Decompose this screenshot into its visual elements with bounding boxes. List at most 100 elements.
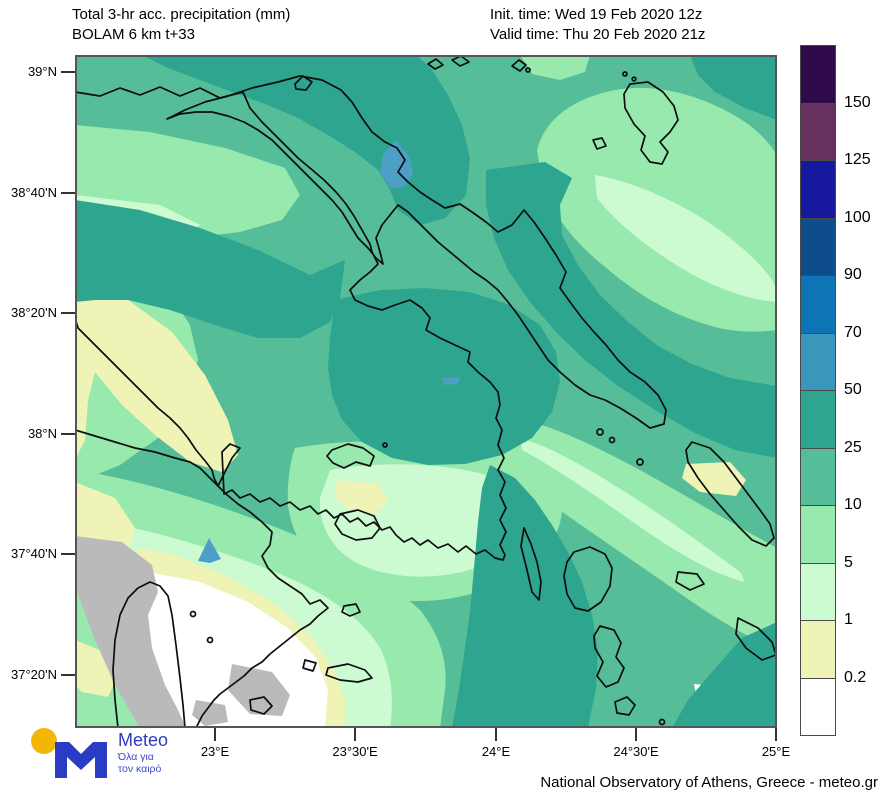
legend-swatch bbox=[800, 160, 836, 219]
island-tinos bbox=[735, 617, 777, 661]
legend-swatch bbox=[800, 677, 836, 736]
legend-swatch bbox=[800, 390, 836, 449]
island-andros bbox=[685, 441, 775, 547]
islet-syros bbox=[614, 696, 636, 716]
island-aegina bbox=[334, 509, 381, 541]
m-letter-icon bbox=[55, 742, 107, 778]
legend-value-label: 125 bbox=[844, 151, 871, 168]
islet-speck bbox=[189, 610, 197, 618]
sun-icon bbox=[31, 728, 57, 754]
islet-petalioi-2 bbox=[608, 436, 616, 444]
precip-region-yellow bbox=[334, 480, 388, 514]
lat-tick-label: 37°40'N bbox=[11, 546, 57, 561]
legend-value-label: 50 bbox=[844, 381, 862, 398]
map-frame bbox=[75, 55, 777, 728]
precip-region-blue bbox=[380, 140, 413, 188]
legend-value-label: 1 bbox=[844, 611, 853, 628]
legend-value-label: 0.2 bbox=[844, 668, 867, 686]
model-run-label: BOLAM 6 km t+33 bbox=[72, 26, 195, 43]
islet-skyros-west bbox=[592, 137, 607, 150]
legend-value-label: 100 bbox=[844, 208, 871, 226]
legend-value-label: 150 bbox=[844, 93, 871, 111]
legend-swatch bbox=[800, 45, 836, 104]
islet-speck bbox=[658, 718, 666, 726]
islet-speck bbox=[525, 67, 531, 73]
legend-value-label: 5 bbox=[844, 553, 853, 571]
brand-tagline-line2: τον καιρό bbox=[118, 762, 162, 775]
lat-tick-mark bbox=[61, 312, 75, 314]
island-hydra bbox=[325, 663, 373, 683]
islet-north-1 bbox=[294, 75, 313, 91]
legend-value-label: 25 bbox=[844, 438, 862, 456]
legend-swatch bbox=[800, 217, 836, 276]
precip-region-vlight bbox=[595, 175, 777, 302]
color-scale-legend: 150 125 100 90 70 50 25 10 5 1 0.2 bbox=[800, 45, 880, 736]
legend-swatch bbox=[800, 562, 836, 621]
region-gray bbox=[75, 536, 186, 728]
meteo-logo-graphic bbox=[31, 728, 107, 778]
islet-petalioi-3 bbox=[636, 458, 644, 466]
islet-north-4 bbox=[511, 59, 527, 72]
lon-tick-label: 23°30'E bbox=[332, 744, 378, 759]
lon-tick-label: 24°30'E bbox=[613, 744, 659, 759]
lat-tick-label: 38°N bbox=[27, 426, 57, 441]
lon-tick-label: 24°E bbox=[481, 744, 511, 759]
precip-region-teal bbox=[672, 622, 777, 728]
precip-region-teal bbox=[452, 465, 598, 728]
lon-tick-label: 23°E bbox=[200, 744, 230, 759]
coastline-peloponnese bbox=[75, 429, 329, 728]
legend-value-label: 90 bbox=[844, 266, 862, 283]
legend-value-label: 70 bbox=[844, 323, 862, 341]
lat-tick-mark bbox=[61, 433, 75, 435]
valid-time-label: Valid time: Thu 20 Feb 2020 21z bbox=[490, 26, 706, 43]
brand-tagline-line1: Όλα για bbox=[118, 751, 154, 763]
lon-tick-mark bbox=[775, 728, 777, 741]
coastlines bbox=[75, 55, 777, 728]
lat-tick-mark bbox=[61, 71, 75, 73]
legend-swatch bbox=[800, 332, 836, 391]
legend-value-label: 10 bbox=[844, 496, 862, 513]
islet-speck bbox=[206, 636, 214, 644]
precip-region-light bbox=[479, 419, 777, 648]
coastline-evia bbox=[166, 75, 667, 429]
precipitation-map bbox=[75, 55, 777, 728]
lat-tick-label: 39°N bbox=[27, 64, 57, 79]
precip-region-light bbox=[520, 55, 590, 80]
map-canvas bbox=[75, 55, 777, 728]
islet-north-3 bbox=[451, 55, 470, 67]
lon-tick-mark bbox=[635, 728, 637, 741]
islet-speck bbox=[622, 71, 628, 77]
lat-tick-label: 37°20'N bbox=[11, 667, 57, 682]
attribution-text: National Observatory of Athens, Greece -… bbox=[540, 774, 878, 791]
coastline-argolic-gulf bbox=[112, 581, 186, 728]
coastline-mainland bbox=[75, 86, 507, 561]
island-dokos bbox=[302, 659, 317, 672]
lat-tick-mark bbox=[61, 553, 75, 555]
precip-region-yellow bbox=[75, 640, 118, 697]
init-time-label: Init. time: Wed 19 Feb 2020 12z bbox=[490, 6, 703, 23]
island-makronisos bbox=[520, 527, 542, 601]
island-salamis bbox=[326, 443, 375, 469]
island-spetses bbox=[249, 696, 273, 715]
lat-tick-mark bbox=[61, 674, 75, 676]
island-poros bbox=[341, 603, 361, 617]
precip-region-teal bbox=[75, 200, 345, 338]
brand-name: Meteo bbox=[118, 730, 169, 750]
legend-swatch bbox=[800, 620, 836, 679]
legend-swatch bbox=[800, 275, 836, 334]
precip-region-yellow bbox=[75, 292, 238, 472]
map-title: Total 3-hr acc. precipitation (mm) bbox=[72, 6, 291, 23]
island-kythnos bbox=[593, 625, 625, 688]
island-kea bbox=[563, 546, 613, 612]
lon-tick-mark bbox=[495, 728, 497, 741]
legend-swatch bbox=[800, 447, 836, 506]
islet-petalioi-1 bbox=[596, 428, 604, 436]
precip-region-yellow bbox=[75, 482, 135, 552]
lon-tick-mark bbox=[354, 728, 356, 741]
island-skyros bbox=[623, 81, 679, 165]
islet-speck bbox=[382, 442, 388, 448]
precip-region-teal bbox=[328, 288, 560, 465]
legend-swatch bbox=[800, 505, 836, 564]
precip-region-teal bbox=[486, 162, 777, 458]
